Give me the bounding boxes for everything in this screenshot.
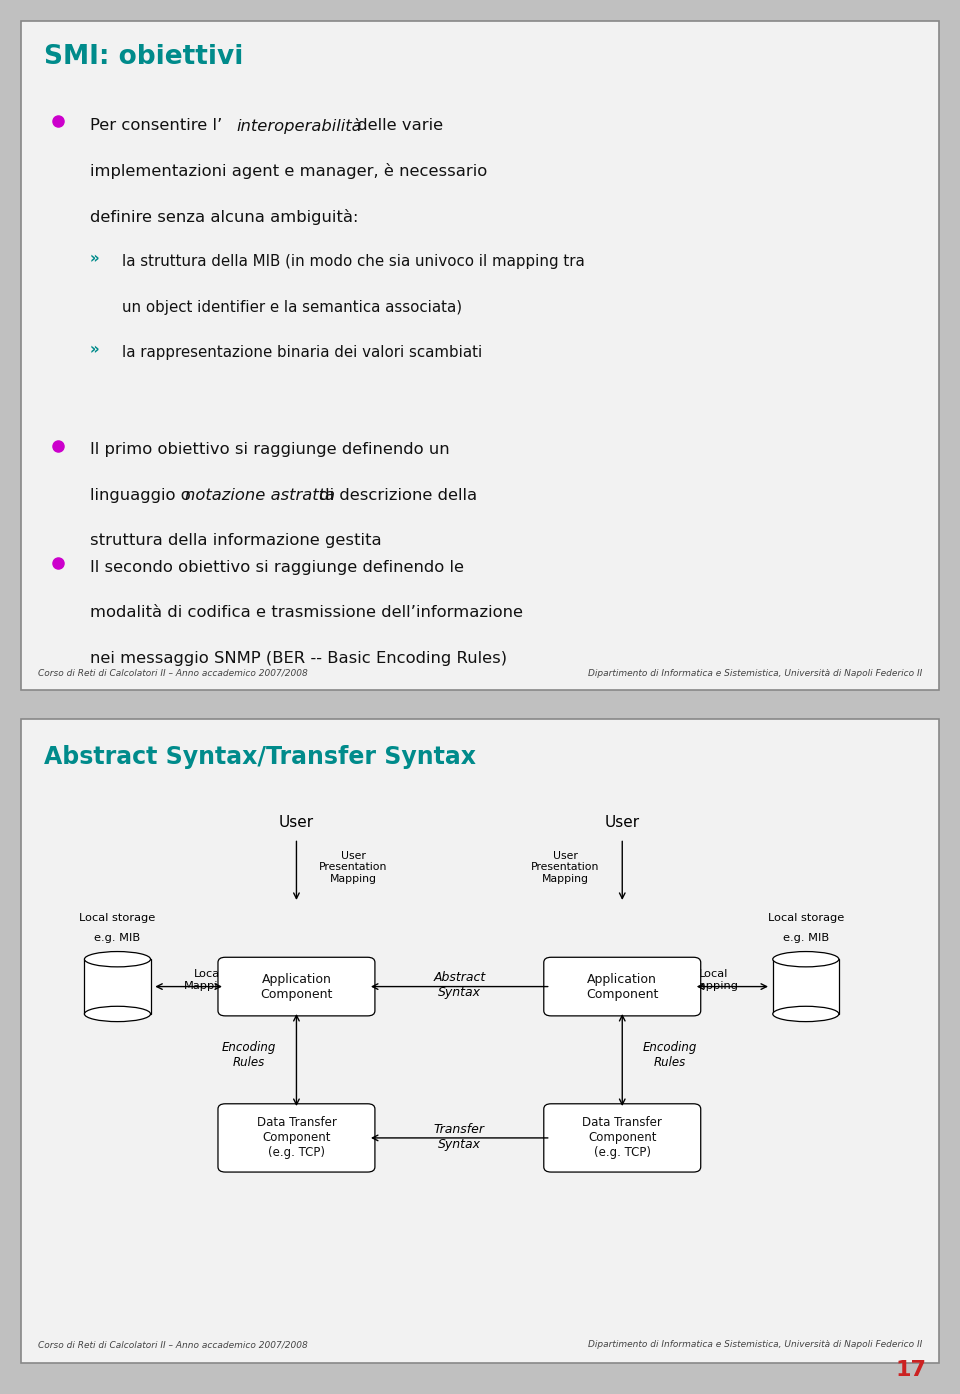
Text: Corso di Reti di Calcolatori II – Anno accademico 2007/2008: Corso di Reti di Calcolatori II – Anno a…	[37, 669, 307, 677]
Text: un object identifier e la semantica associata): un object identifier e la semantica asso…	[122, 300, 462, 315]
Bar	[775, 958, 837, 967]
Text: notazione astratta: notazione astratta	[185, 488, 335, 503]
Text: nei messaggio SNMP (BER -- Basic Encoding Rules): nei messaggio SNMP (BER -- Basic Encodin…	[90, 651, 507, 665]
Text: definire senza alcuna ambiguità:: definire senza alcuna ambiguità:	[90, 209, 358, 224]
FancyBboxPatch shape	[543, 1104, 701, 1172]
Ellipse shape	[84, 1006, 151, 1022]
Text: delle varie: delle varie	[352, 118, 444, 132]
Text: la struttura della MIB (in modo che sia univoco il mapping tra: la struttura della MIB (in modo che sia …	[122, 255, 585, 269]
Bar	[86, 958, 149, 967]
FancyBboxPatch shape	[218, 958, 375, 1016]
Text: Data Transfer
Component
(e.g. TCP): Data Transfer Component (e.g. TCP)	[583, 1117, 662, 1160]
Ellipse shape	[773, 952, 839, 967]
Text: 17: 17	[896, 1361, 926, 1380]
Text: Per consentire l’: Per consentire l’	[90, 118, 223, 132]
Text: e.g. MIB: e.g. MIB	[94, 933, 140, 942]
Text: SMI: obiettivi: SMI: obiettivi	[44, 45, 244, 70]
Ellipse shape	[84, 952, 151, 967]
Text: implementazioni agent e manager, è necessario: implementazioni agent e manager, è neces…	[90, 163, 488, 180]
Text: Encoding
Rules: Encoding Rules	[643, 1041, 697, 1069]
Bar	[773, 959, 839, 1013]
Text: User
Presentation
Mapping: User Presentation Mapping	[531, 850, 600, 884]
Text: di descrizione della: di descrizione della	[314, 488, 477, 503]
Text: Transfer
Syntax: Transfer Syntax	[434, 1122, 485, 1150]
Text: e.g. MIB: e.g. MIB	[782, 933, 828, 942]
Text: Local storage: Local storage	[80, 913, 156, 923]
FancyBboxPatch shape	[21, 719, 939, 1363]
Text: Abstract
Syntax: Abstract Syntax	[433, 972, 486, 999]
Text: Corso di Reti di Calcolatori II – Anno accademico 2007/2008: Corso di Reti di Calcolatori II – Anno a…	[37, 1340, 307, 1349]
Text: User: User	[605, 815, 639, 829]
Text: Encoding
Rules: Encoding Rules	[222, 1041, 276, 1069]
Text: Local
Mapping: Local Mapping	[184, 969, 233, 991]
Text: interoperabilità: interoperabilità	[237, 118, 363, 134]
Text: Dipartimento di Informatica e Sistemistica, Università di Napoli Federico II: Dipartimento di Informatica e Sistemisti…	[588, 1340, 923, 1349]
Text: »: »	[90, 251, 100, 266]
Text: User
Presentation
Mapping: User Presentation Mapping	[319, 850, 388, 884]
Text: Il primo obiettivo si raggiunge definendo un: Il primo obiettivo si raggiunge definend…	[90, 442, 449, 457]
Ellipse shape	[773, 1006, 839, 1022]
Text: modalità di codifica e trasmissione dell’informazione: modalità di codifica e trasmissione dell…	[90, 605, 523, 620]
Text: linguaggio o: linguaggio o	[90, 488, 196, 503]
Text: Dipartimento di Informatica e Sistemistica, Università di Napoli Federico II: Dipartimento di Informatica e Sistemisti…	[588, 669, 923, 677]
Text: Il secondo obiettivo si raggiunge definendo le: Il secondo obiettivo si raggiunge define…	[90, 559, 464, 574]
Text: la rappresentazione binaria dei valori scambiati: la rappresentazione binaria dei valori s…	[122, 346, 482, 361]
Text: User: User	[279, 815, 314, 829]
Text: Local storage: Local storage	[768, 913, 844, 923]
Text: »: »	[90, 342, 100, 357]
Text: Application
Component: Application Component	[586, 973, 659, 1001]
Text: Local
Mapping: Local Mapping	[689, 969, 738, 991]
Text: struttura della informazione gestita: struttura della informazione gestita	[90, 534, 381, 548]
FancyBboxPatch shape	[21, 21, 939, 690]
Bar	[84, 959, 151, 1013]
Text: Abstract Syntax/Transfer Syntax: Abstract Syntax/Transfer Syntax	[44, 744, 476, 769]
Text: Application
Component: Application Component	[260, 973, 332, 1001]
FancyBboxPatch shape	[543, 958, 701, 1016]
FancyBboxPatch shape	[218, 1104, 375, 1172]
Text: Data Transfer
Component
(e.g. TCP): Data Transfer Component (e.g. TCP)	[256, 1117, 336, 1160]
